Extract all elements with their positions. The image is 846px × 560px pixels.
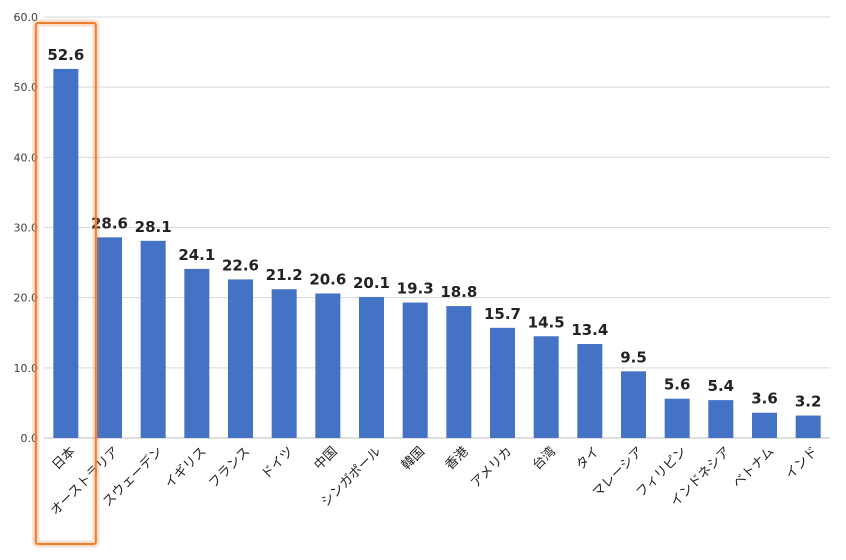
data-label: 28.1	[135, 218, 172, 236]
category-label: アメリカ	[468, 444, 515, 491]
data-label: 5.4	[708, 377, 735, 395]
y-tick-label: 60.0	[14, 11, 39, 24]
category-label: インド	[783, 444, 821, 482]
y-tick-label: 20.0	[14, 292, 39, 305]
category-label: 中国	[312, 444, 341, 473]
bar	[271, 289, 297, 438]
bar	[140, 240, 166, 438]
data-label: 14.5	[528, 313, 565, 331]
data-label: 19.3	[397, 280, 434, 298]
data-label: 3.2	[795, 393, 822, 411]
bars	[53, 68, 821, 438]
y-axis-ticks: 0.0 10.0 20.0 30.0 40.0 50.0 60.0	[14, 11, 39, 445]
bar	[184, 268, 210, 438]
bar	[664, 398, 690, 438]
bar	[402, 302, 428, 438]
bar	[97, 237, 122, 438]
data-label: 22.6	[222, 256, 259, 274]
bar	[577, 343, 603, 438]
bar	[53, 68, 79, 438]
data-label: 18.8	[440, 283, 477, 301]
data-label: 3.6	[751, 390, 778, 408]
category-label: ドイツ	[259, 444, 297, 482]
data-label: 15.7	[484, 305, 521, 323]
bar	[708, 400, 734, 438]
bar	[795, 415, 821, 438]
category-label: タイ	[574, 444, 603, 473]
data-label: 5.6	[664, 376, 691, 394]
category-label: 日本	[50, 444, 79, 473]
bar	[752, 412, 777, 438]
data-label: 28.6	[91, 214, 128, 232]
bar	[359, 296, 384, 438]
category-label: 台湾	[529, 444, 559, 474]
bar	[446, 306, 472, 438]
category-label: イギリス	[162, 444, 209, 491]
y-tick-label: 40.0	[14, 151, 39, 164]
highlight-box	[32, 19, 100, 548]
bar	[228, 279, 253, 438]
bar	[533, 336, 559, 438]
bar	[621, 371, 646, 438]
data-label: 20.1	[353, 274, 390, 292]
category-label: フランス	[206, 444, 253, 491]
bar	[490, 327, 515, 438]
data-label: 20.6	[309, 270, 346, 288]
y-tick-label: 0.0	[21, 432, 39, 445]
data-label: 13.4	[571, 321, 608, 339]
bar	[315, 293, 341, 438]
y-tick-label: 50.0	[14, 81, 39, 94]
data-label: 21.2	[266, 266, 303, 284]
category-label: ベトナム	[730, 444, 777, 491]
category-label: 韓国	[399, 444, 428, 473]
grid-lines	[44, 16, 830, 439]
data-label: 24.1	[178, 246, 215, 264]
y-tick-label: 30.0	[14, 222, 39, 235]
data-label: 9.5	[620, 348, 647, 366]
category-label: 香港	[443, 444, 472, 473]
highlight-border	[34, 22, 97, 545]
y-tick-label: 10.0	[14, 362, 39, 375]
data-labels: 52.6 28.6 28.1 24.1 22.6 21.2 20.6 20.1 19.3 18.8…	[47, 46, 821, 411]
data-label: 52.6	[47, 46, 84, 64]
